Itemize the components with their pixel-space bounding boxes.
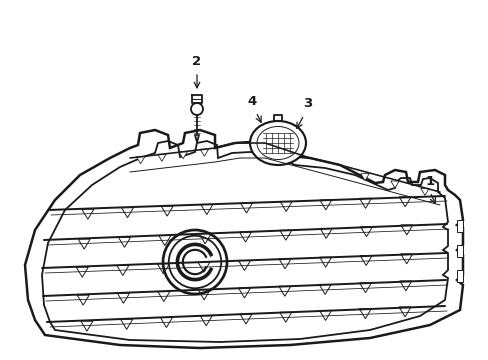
- Polygon shape: [77, 295, 89, 305]
- Polygon shape: [81, 209, 94, 219]
- Polygon shape: [319, 200, 331, 210]
- Polygon shape: [121, 208, 133, 218]
- Polygon shape: [238, 261, 250, 270]
- Polygon shape: [420, 188, 428, 195]
- Polygon shape: [278, 286, 290, 296]
- Text: 1: 1: [425, 175, 434, 188]
- Polygon shape: [201, 204, 212, 215]
- Polygon shape: [118, 237, 130, 247]
- Polygon shape: [117, 266, 128, 275]
- Polygon shape: [456, 220, 462, 232]
- Polygon shape: [398, 197, 410, 207]
- Polygon shape: [159, 235, 170, 246]
- Polygon shape: [456, 245, 462, 257]
- Polygon shape: [390, 181, 398, 188]
- Polygon shape: [160, 318, 172, 328]
- Polygon shape: [78, 239, 90, 249]
- Polygon shape: [359, 309, 370, 319]
- Polygon shape: [198, 290, 210, 300]
- Polygon shape: [158, 292, 169, 302]
- Polygon shape: [359, 283, 371, 293]
- Polygon shape: [360, 256, 371, 266]
- Polygon shape: [280, 202, 291, 211]
- Polygon shape: [117, 293, 129, 303]
- Polygon shape: [200, 316, 212, 326]
- Text: 3: 3: [303, 97, 312, 110]
- Polygon shape: [279, 230, 291, 240]
- Polygon shape: [76, 267, 88, 277]
- Polygon shape: [279, 259, 290, 269]
- Polygon shape: [279, 312, 291, 322]
- Polygon shape: [161, 206, 173, 216]
- Polygon shape: [198, 262, 209, 272]
- Polygon shape: [240, 203, 252, 213]
- Polygon shape: [400, 225, 412, 235]
- Polygon shape: [136, 157, 144, 164]
- Polygon shape: [238, 288, 250, 298]
- Text: 2: 2: [192, 55, 201, 68]
- Polygon shape: [360, 227, 372, 237]
- Polygon shape: [399, 281, 411, 291]
- Polygon shape: [157, 154, 166, 161]
- Polygon shape: [157, 264, 169, 274]
- Polygon shape: [400, 254, 412, 264]
- Polygon shape: [121, 319, 132, 329]
- Polygon shape: [360, 174, 368, 181]
- Polygon shape: [320, 229, 331, 238]
- Polygon shape: [25, 130, 462, 348]
- Polygon shape: [179, 152, 187, 159]
- Polygon shape: [319, 310, 331, 320]
- Polygon shape: [81, 321, 93, 331]
- Polygon shape: [456, 270, 462, 282]
- Polygon shape: [319, 257, 331, 267]
- Text: 4: 4: [247, 95, 256, 108]
- Polygon shape: [239, 232, 251, 242]
- Ellipse shape: [249, 121, 305, 165]
- Polygon shape: [319, 284, 330, 294]
- Polygon shape: [240, 314, 251, 324]
- Ellipse shape: [257, 126, 298, 159]
- Polygon shape: [200, 149, 208, 156]
- Polygon shape: [398, 307, 410, 317]
- Polygon shape: [199, 234, 211, 244]
- Polygon shape: [359, 198, 371, 208]
